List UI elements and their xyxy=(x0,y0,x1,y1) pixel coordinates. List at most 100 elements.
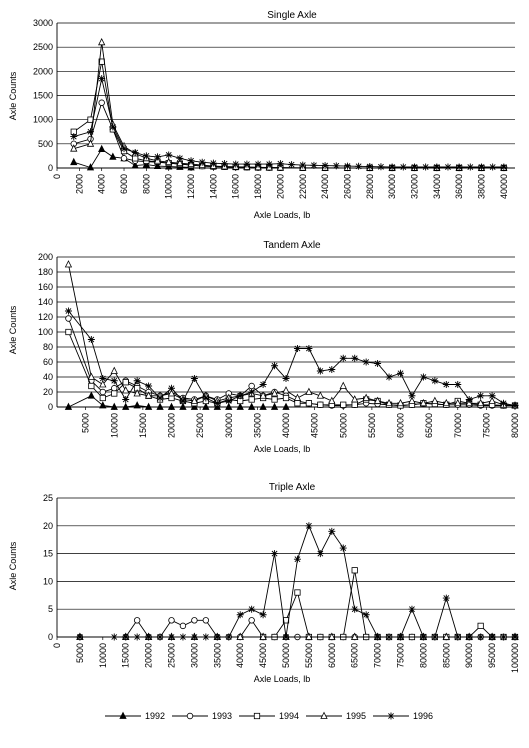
legend-marker-1992 xyxy=(119,711,127,719)
x-tick-label: 6000 xyxy=(119,174,129,194)
y-tick-label: 20 xyxy=(43,387,53,397)
y-tick-label: 500 xyxy=(38,139,53,149)
data-point-1996 xyxy=(477,633,485,641)
data-point-1993 xyxy=(191,617,198,624)
data-point-1996 xyxy=(145,382,153,390)
data-point-1996 xyxy=(293,555,301,563)
x-tick-label: 65000 xyxy=(350,643,360,668)
x-tick-label: 30000 xyxy=(189,643,199,668)
data-point-1996 xyxy=(259,381,267,388)
x-tick-label: 36000 xyxy=(454,174,464,199)
data-point-1996 xyxy=(385,633,393,641)
data-point-1993 xyxy=(202,617,210,624)
legend-marker-1994 xyxy=(253,712,261,720)
data-point-1992 xyxy=(110,402,118,410)
data-point-1992 xyxy=(133,401,141,409)
data-point-1993 xyxy=(133,617,141,624)
y-tick-labels: 0 500 1000 1500 2000 2500 3000 xyxy=(33,18,53,173)
x-tick-label: 35000 xyxy=(252,413,262,438)
x-tick-label: 85000 xyxy=(441,643,451,668)
data-point-1992 xyxy=(131,161,139,169)
data-point-1995 xyxy=(305,387,313,395)
data-point-1995 xyxy=(99,380,107,388)
data-point-1995 xyxy=(442,398,450,407)
data-point-1995 xyxy=(328,396,336,404)
data-point-1992 xyxy=(109,152,117,160)
data-point-1996 xyxy=(305,345,313,352)
data-point-1996 xyxy=(98,75,106,83)
x-tick-label: 10000 xyxy=(98,643,108,668)
data-point-1996 xyxy=(87,128,95,136)
x-tick-label: 80000 xyxy=(418,643,428,668)
data-point-1996 xyxy=(109,123,117,131)
data-point-1995 xyxy=(133,389,141,397)
data-point-1996 xyxy=(321,162,329,170)
legend-label: 1996 xyxy=(413,711,433,721)
x-tick-label: 40000 xyxy=(499,174,509,199)
y-tick-label: 1500 xyxy=(33,91,53,101)
data-point-1996 xyxy=(477,163,485,171)
data-point-1996 xyxy=(122,633,130,641)
data-point-1996 xyxy=(236,392,244,400)
data-point-1995 xyxy=(454,398,462,407)
y-tick-label: 140 xyxy=(38,297,53,307)
data-point-1995 xyxy=(396,398,405,407)
x-tick-label: 45000 xyxy=(258,643,268,668)
data-point-1993 xyxy=(168,617,175,624)
y-tick-label: 80 xyxy=(43,342,53,352)
data-point-1992 xyxy=(179,402,187,410)
x-tick-label: 4000 xyxy=(97,174,107,194)
data-point-1996 xyxy=(339,354,347,362)
data-point-1996 xyxy=(408,392,416,400)
x-tick-label: 65000 xyxy=(424,413,434,438)
data-point-1995 xyxy=(167,389,176,397)
data-point-1995 xyxy=(362,393,370,401)
data-point-1996 xyxy=(154,153,162,161)
x-axis-label: Axle Loads, lb xyxy=(254,674,311,684)
data-point-1996 xyxy=(190,633,198,641)
chart-title: Tandem Axle xyxy=(263,240,321,251)
data-point-1995 xyxy=(339,381,347,389)
data-point-1996 xyxy=(131,149,139,157)
data-point-1992 xyxy=(98,144,106,153)
x-tick-label: 30000 xyxy=(387,174,397,199)
x-tick-label: 2000 xyxy=(74,174,84,194)
data-point-1996 xyxy=(133,633,141,641)
x-tick-label: 10000 xyxy=(109,413,119,438)
data-point-1996 xyxy=(385,373,393,381)
legend-marker-1995 xyxy=(320,711,328,719)
data-point-1996 xyxy=(408,605,416,613)
y-tick-label: 40 xyxy=(43,372,53,382)
data-point-1994 xyxy=(294,400,301,407)
data-point-1996 xyxy=(282,375,290,382)
data-point-1996 xyxy=(466,163,474,171)
x-tick-label: 70000 xyxy=(373,643,383,668)
data-point-1994 xyxy=(122,379,129,386)
x-tick-label: 22000 xyxy=(298,174,308,199)
data-point-1994 xyxy=(294,589,301,596)
data-point-1995 xyxy=(176,158,184,167)
data-point-1996 xyxy=(489,163,497,171)
data-point-1996 xyxy=(142,152,150,160)
data-point-1996 xyxy=(122,396,130,403)
data-point-1994 xyxy=(99,394,106,402)
data-point-1996 xyxy=(465,633,473,641)
y-tick-label: 2000 xyxy=(33,66,53,76)
data-point-1993 xyxy=(111,385,118,392)
y-axis-label: Axle Counts xyxy=(8,541,18,590)
data-point-1996 xyxy=(442,381,450,388)
x-axis-label: Axle Loads, lb xyxy=(254,444,311,454)
y-tick-labels: 0 5 10 15 20 25 xyxy=(43,493,53,642)
x-tick-label: 14000 xyxy=(208,174,218,199)
data-point-1995 xyxy=(293,393,302,401)
x-tick-label: 38000 xyxy=(476,174,486,199)
data-point-1995 xyxy=(122,386,130,394)
x-tick-label: 50000 xyxy=(338,413,348,438)
data-point-1996 xyxy=(271,362,279,370)
data-point-1996 xyxy=(388,163,396,171)
data-point-1996 xyxy=(500,163,508,171)
data-point-1996 xyxy=(377,163,385,171)
y-tick-label: 0 xyxy=(48,632,53,642)
chart-tandem-axle: Tandem Axle 020406080100120140160180200 … xyxy=(8,240,520,454)
data-point-1996 xyxy=(282,633,290,641)
